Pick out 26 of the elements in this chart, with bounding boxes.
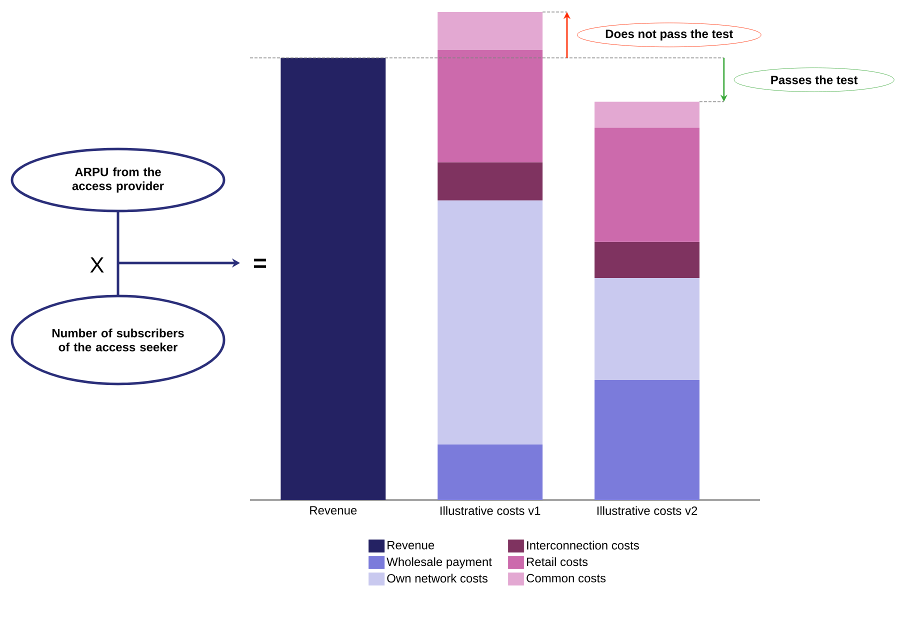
text: ARPU from the access provider [72,167,164,193]
bar [438,12,543,50]
legend-label: Common costs [526,574,606,582]
annotation: = [254,258,266,268]
bar [438,444,543,500]
legend-label: Wholesale payment [386,557,492,568]
bar [594,278,700,380]
legend-label: Own network costs [387,574,488,583]
bar [280,58,386,500]
text: X [90,257,104,273]
bar [594,380,700,500]
legend-label: Interconnection costs [527,540,639,550]
legend-label: Revenue [388,541,434,550]
text: Passes the test [771,75,858,84]
x-tick-label: Illustrative costs v2 [597,506,698,515]
bar [594,102,700,128]
x-tick-label: Revenue [310,506,357,515]
text: Number of subscribers of the access seeker [52,328,184,352]
bar [594,128,700,242]
bar [438,162,543,200]
x-tick-label: Illustrative costs v1 [440,506,540,515]
annotation: Does not pass the test [606,29,733,41]
bar [438,200,543,444]
bar [594,242,700,278]
bar [438,50,543,162]
legend-label: Retail costs [527,557,588,566]
